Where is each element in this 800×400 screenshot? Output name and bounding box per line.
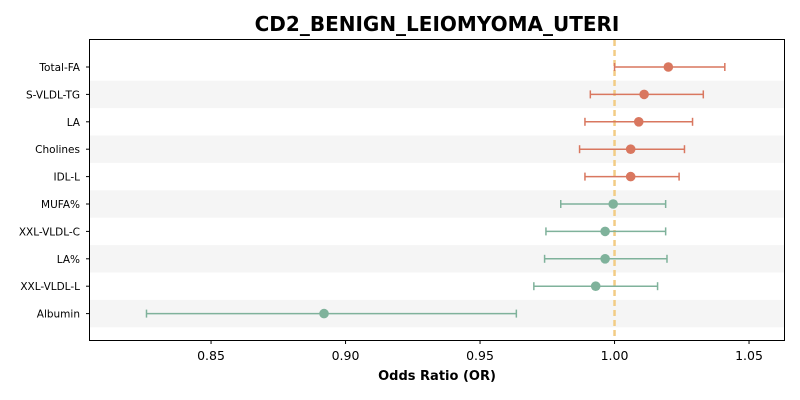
or-point [639, 89, 649, 100]
or-point [600, 226, 610, 237]
x-tick-label: 1.05 [735, 348, 763, 363]
x-tick-label: 1.00 [601, 348, 629, 363]
or-point [319, 308, 329, 319]
row-bands [90, 80, 784, 328]
data-marks [145, 62, 726, 319]
or-point [625, 144, 636, 154]
x-axis-label: Odds Ratio (OR) [378, 369, 496, 384]
x-tick-label: 0.95 [466, 348, 494, 363]
y-axis: Total-FA S-VLDL-TG LA Cholines IDL-L MUFA% XXL… [19, 62, 90, 321]
y-tick-label: LA% [57, 254, 80, 266]
x-axis: 0.85 0.90 0.95 1.00 1.05 [197, 340, 763, 363]
or-point [663, 62, 674, 72]
y-tick-label: XXL-VLDL-L [20, 281, 80, 293]
y-tick-label: Cholines [35, 144, 80, 156]
row-band [90, 190, 784, 218]
or-point [608, 199, 618, 209]
row-band [90, 245, 784, 273]
y-tick-label: MUFA% [41, 199, 80, 211]
or-point [625, 171, 636, 182]
plot-frame [89, 39, 785, 341]
y-tick-label: XXL-VLDL-C [19, 226, 80, 238]
y-tick-label: Albumin [37, 309, 80, 321]
y-tick-label: IDL-L [54, 172, 81, 184]
x-tick-label: 0.90 [332, 348, 360, 363]
y-tick-label: S-VLDL-TG [26, 89, 80, 101]
or-point [590, 281, 601, 292]
or-point [633, 117, 644, 127]
chart-title: CD2_BENIGN_LEIOMYOMA_UTERI [255, 12, 620, 36]
y-tick-label: LA [67, 117, 81, 129]
x-tick-label: 0.85 [197, 348, 225, 363]
or-point [600, 253, 610, 264]
y-tick-label: Total-FA [38, 62, 80, 74]
